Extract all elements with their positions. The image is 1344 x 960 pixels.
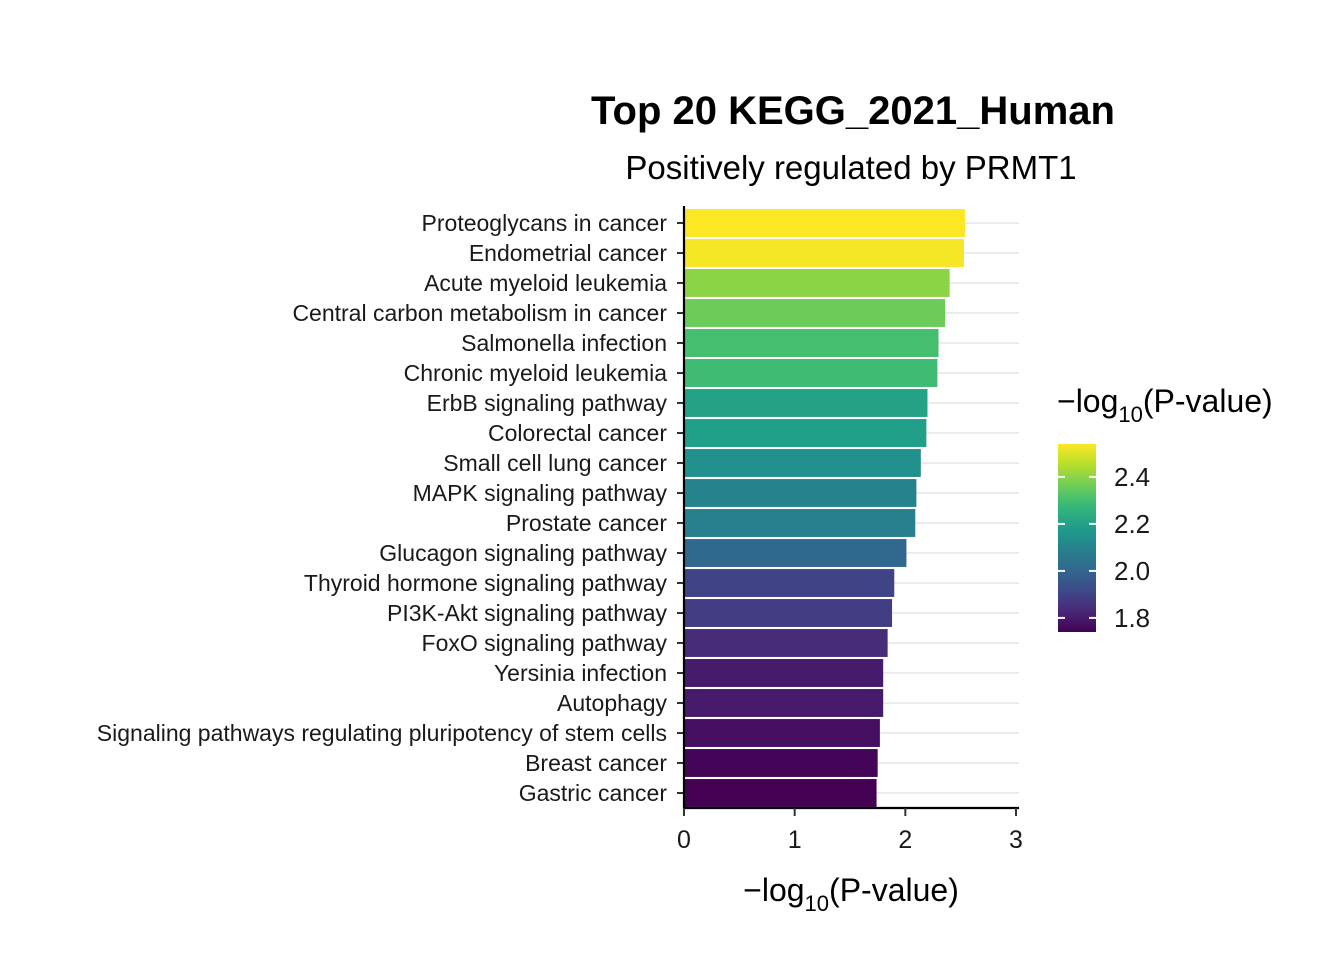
bar bbox=[685, 539, 907, 567]
x-axis-title-suffix: (P-value) bbox=[829, 872, 959, 908]
legend-tick-label: 2.2 bbox=[1114, 509, 1150, 539]
x-axis-title-prefix: −log bbox=[743, 872, 804, 908]
x-tick-label: 2 bbox=[898, 826, 912, 854]
legend-colorbar bbox=[1058, 444, 1096, 632]
bar bbox=[685, 479, 917, 507]
category-label: Acute myeloid leukemia bbox=[424, 270, 667, 296]
category-label: ErbB signaling pathway bbox=[427, 390, 668, 416]
bar bbox=[685, 299, 946, 327]
legend-tick-label: 2.4 bbox=[1114, 462, 1150, 492]
category-labels: Proteoglycans in cancer Endometrial cance… bbox=[97, 210, 684, 806]
category-label: Prostate cancer bbox=[506, 510, 667, 536]
bar bbox=[685, 239, 964, 267]
category-label: PI3K-Akt signaling pathway bbox=[387, 600, 667, 626]
category-label: Gastric cancer bbox=[519, 780, 668, 806]
legend-tick-label: 2.0 bbox=[1114, 556, 1150, 586]
bars bbox=[685, 209, 966, 807]
x-tick-label: 3 bbox=[1009, 826, 1023, 854]
category-label: FoxO signaling pathway bbox=[422, 630, 668, 656]
bar bbox=[685, 599, 893, 627]
bar bbox=[685, 509, 916, 537]
legend-title-suffix: (P-value) bbox=[1143, 383, 1273, 419]
category-label: Chronic myeloid leukemia bbox=[404, 360, 668, 386]
bar bbox=[685, 569, 895, 597]
category-label: Proteoglycans in cancer bbox=[422, 210, 668, 236]
bar bbox=[685, 329, 939, 357]
chart-title: Top 20 KEGG_2021_Human bbox=[591, 89, 1115, 133]
legend-title-subscript: 10 bbox=[1118, 402, 1142, 427]
bar bbox=[685, 269, 950, 297]
category-label: Colorectal cancer bbox=[488, 420, 667, 446]
bar bbox=[685, 359, 938, 387]
x-tick-label: 0 bbox=[677, 826, 691, 854]
bar bbox=[685, 419, 927, 447]
bar bbox=[685, 779, 877, 807]
category-label: Yersinia infection bbox=[494, 660, 667, 686]
category-label: Salmonella infection bbox=[461, 330, 667, 356]
x-axis-title-subscript: 10 bbox=[805, 891, 829, 916]
category-label: Signaling pathways regulating pluripoten… bbox=[97, 720, 667, 746]
category-label: Glucagon signaling pathway bbox=[379, 540, 667, 566]
legend-ticks: 2.4 2.2 2.0 1.8 bbox=[1058, 462, 1150, 633]
bar bbox=[685, 689, 884, 717]
bar bbox=[685, 719, 880, 747]
legend-tick-label: 1.8 bbox=[1114, 603, 1150, 633]
bar bbox=[685, 449, 921, 477]
chart-subtitle: Positively regulated by PRMT1 bbox=[625, 149, 1076, 186]
category-label: Central carbon metabolism in cancer bbox=[292, 300, 667, 326]
category-label: Autophagy bbox=[557, 690, 667, 716]
x-axis-ticks: 0 1 2 3 bbox=[677, 808, 1023, 854]
category-label: Breast cancer bbox=[525, 750, 667, 776]
category-label: MAPK signaling pathway bbox=[413, 480, 668, 506]
x-tick-label: 1 bbox=[788, 826, 802, 854]
category-label: Thyroid hormone signaling pathway bbox=[304, 570, 668, 596]
bar bbox=[685, 749, 878, 777]
category-label: Endometrial cancer bbox=[469, 240, 667, 266]
bar bbox=[685, 209, 966, 237]
color-legend: −log10(P-value) 2.4 2.2 2.0 1.8 bbox=[1057, 383, 1273, 633]
bar bbox=[685, 629, 888, 657]
category-label: Small cell lung cancer bbox=[443, 450, 667, 476]
legend-title-prefix: −log bbox=[1057, 383, 1118, 419]
bar bbox=[685, 659, 884, 687]
x-axis-title: −log10(P-value) bbox=[743, 872, 959, 916]
bar bbox=[685, 389, 928, 417]
legend-title: −log10(P-value) bbox=[1057, 383, 1273, 427]
